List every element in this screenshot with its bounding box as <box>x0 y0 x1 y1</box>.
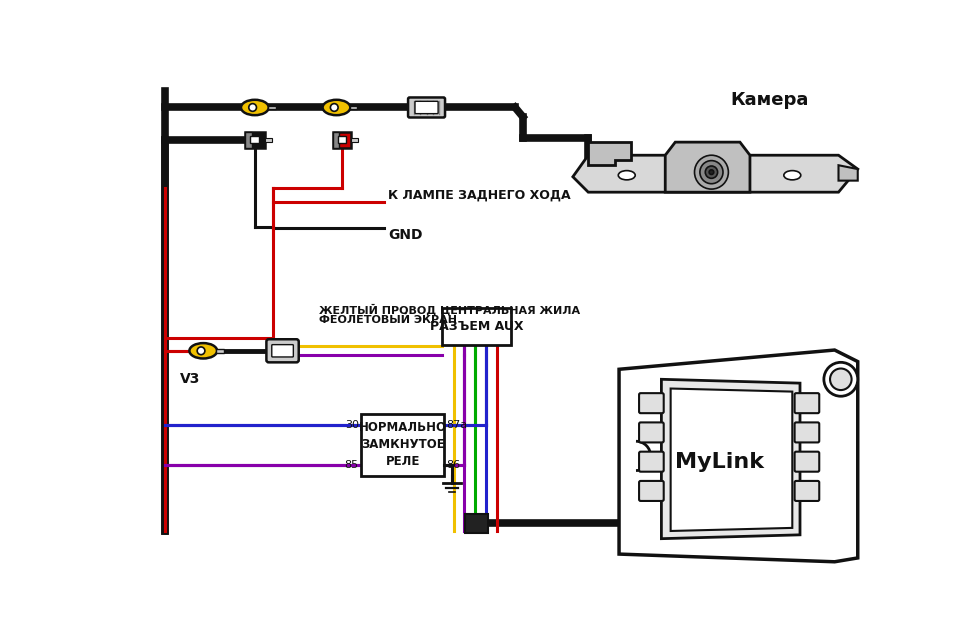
Bar <box>361 414 444 475</box>
Polygon shape <box>661 380 800 539</box>
Text: 86: 86 <box>446 459 461 470</box>
Bar <box>268 105 276 109</box>
Text: 85: 85 <box>345 459 359 470</box>
FancyBboxPatch shape <box>272 344 294 357</box>
Polygon shape <box>619 350 857 562</box>
FancyBboxPatch shape <box>639 481 663 501</box>
FancyBboxPatch shape <box>639 452 663 472</box>
Bar <box>216 349 224 353</box>
Polygon shape <box>838 166 857 181</box>
Bar <box>245 132 252 148</box>
Text: РАЗЪЕМ AUX: РАЗЪЕМ AUX <box>430 320 523 333</box>
FancyBboxPatch shape <box>795 452 819 472</box>
Text: Камера: Камера <box>731 91 809 109</box>
Text: MyLink: MyLink <box>676 452 764 472</box>
Polygon shape <box>671 389 792 531</box>
FancyBboxPatch shape <box>415 102 438 114</box>
Bar <box>332 132 351 148</box>
Circle shape <box>830 369 852 390</box>
Circle shape <box>700 160 723 183</box>
Bar <box>351 138 357 141</box>
Ellipse shape <box>783 171 801 180</box>
Text: V3: V3 <box>180 372 201 385</box>
Ellipse shape <box>189 343 217 358</box>
Ellipse shape <box>241 100 269 115</box>
Bar <box>465 514 488 533</box>
Bar <box>338 136 346 143</box>
FancyBboxPatch shape <box>795 481 819 501</box>
Ellipse shape <box>249 104 256 111</box>
FancyBboxPatch shape <box>795 393 819 413</box>
Text: ЖЕЛТЫЙ ПРОВОД ЦЕНТРАЛЬНАЯ ЖИЛА: ЖЕЛТЫЙ ПРОВОД ЦЕНТРАЛЬНАЯ ЖИЛА <box>319 304 580 316</box>
Text: НОРМАЛЬНО
ЗАМКНУТОЕ
РЕЛЕ: НОРМАЛЬНО ЗАМКНУТОЕ РЕЛЕ <box>359 421 446 468</box>
Bar <box>265 138 272 141</box>
Ellipse shape <box>197 347 204 355</box>
Text: 87a: 87a <box>446 420 468 429</box>
Text: 30: 30 <box>345 420 359 429</box>
Bar <box>332 132 339 148</box>
Text: К ЛАМПЕ ЗАДНЕГО ХОДА: К ЛАМПЕ ЗАДНЕГО ХОДА <box>388 189 570 201</box>
Ellipse shape <box>330 104 338 111</box>
FancyBboxPatch shape <box>639 393 663 413</box>
FancyBboxPatch shape <box>639 422 663 442</box>
Text: ФЕОЛЕТОВЫЙ ЭКРАН: ФЕОЛЕТОВЫЙ ЭКРАН <box>319 315 457 325</box>
FancyBboxPatch shape <box>795 422 819 442</box>
Polygon shape <box>588 142 631 166</box>
Circle shape <box>706 166 718 178</box>
Bar <box>349 105 357 109</box>
FancyBboxPatch shape <box>408 98 445 118</box>
Ellipse shape <box>618 171 636 180</box>
Circle shape <box>824 362 857 396</box>
Circle shape <box>709 170 713 174</box>
Bar <box>442 308 512 344</box>
Polygon shape <box>573 155 857 192</box>
Ellipse shape <box>323 100 350 115</box>
Bar <box>245 132 265 148</box>
FancyBboxPatch shape <box>266 339 299 362</box>
Circle shape <box>694 155 729 189</box>
Bar <box>251 136 259 143</box>
Text: GND: GND <box>388 227 422 242</box>
Polygon shape <box>665 142 750 192</box>
